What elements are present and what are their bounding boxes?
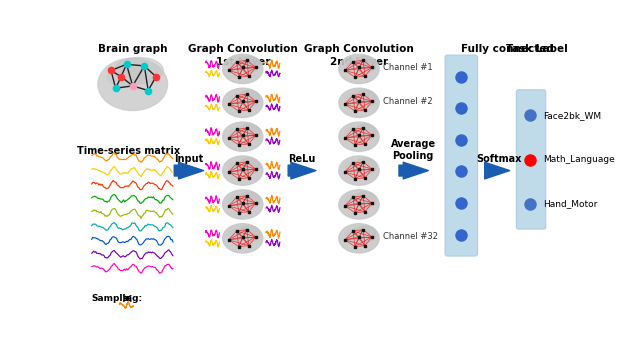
Ellipse shape	[339, 156, 379, 185]
Ellipse shape	[229, 127, 247, 140]
Ellipse shape	[223, 156, 263, 185]
Ellipse shape	[345, 60, 364, 72]
Text: ReLu: ReLu	[288, 154, 316, 164]
Text: Input: Input	[174, 154, 203, 164]
Text: Face2bk_WM: Face2bk_WM	[543, 111, 602, 120]
Text: Math_Language: Math_Language	[543, 155, 615, 164]
FancyBboxPatch shape	[445, 55, 477, 256]
Ellipse shape	[223, 122, 263, 151]
Text: Softmax: Softmax	[477, 154, 522, 164]
Text: Sampling:: Sampling:	[92, 294, 143, 303]
Ellipse shape	[339, 122, 379, 151]
Ellipse shape	[237, 192, 260, 208]
Ellipse shape	[339, 190, 379, 219]
Text: Channel #32: Channel #32	[383, 232, 438, 241]
Ellipse shape	[354, 192, 376, 208]
Ellipse shape	[339, 88, 379, 118]
Ellipse shape	[345, 93, 364, 106]
Ellipse shape	[223, 88, 263, 118]
Ellipse shape	[345, 127, 364, 140]
Text: Task Label: Task Label	[506, 43, 568, 54]
Text: Channel #2: Channel #2	[383, 97, 433, 106]
FancyBboxPatch shape	[516, 90, 546, 229]
Ellipse shape	[345, 195, 364, 208]
Ellipse shape	[237, 226, 260, 242]
Text: Channel #1: Channel #1	[383, 63, 433, 72]
Ellipse shape	[237, 124, 260, 140]
Ellipse shape	[108, 66, 142, 87]
Ellipse shape	[223, 54, 263, 84]
Ellipse shape	[354, 158, 376, 174]
Text: Hand_Motor: Hand_Motor	[543, 199, 598, 208]
Text: Average
Pooling: Average Pooling	[390, 139, 436, 161]
Text: Graph Convolution
1st Layer: Graph Convolution 1st Layer	[188, 43, 298, 67]
Text: Graph Convolution
2nd Layer: Graph Convolution 2nd Layer	[304, 43, 414, 67]
Text: Fully connected: Fully connected	[461, 43, 554, 54]
Ellipse shape	[237, 56, 260, 72]
Ellipse shape	[229, 229, 247, 242]
Ellipse shape	[229, 161, 247, 174]
Ellipse shape	[339, 54, 379, 84]
Ellipse shape	[223, 190, 263, 219]
Ellipse shape	[354, 226, 376, 242]
Text: Time-series matrix: Time-series matrix	[77, 146, 180, 156]
Ellipse shape	[237, 158, 260, 174]
Ellipse shape	[237, 90, 260, 106]
Ellipse shape	[115, 57, 163, 84]
Text: Brain graph: Brain graph	[98, 43, 168, 54]
Ellipse shape	[223, 224, 263, 253]
Ellipse shape	[229, 93, 247, 106]
Ellipse shape	[354, 56, 376, 72]
Ellipse shape	[339, 224, 379, 253]
Ellipse shape	[98, 58, 168, 111]
Ellipse shape	[345, 161, 364, 174]
Ellipse shape	[354, 124, 376, 140]
Ellipse shape	[345, 229, 364, 242]
Ellipse shape	[354, 90, 376, 106]
Ellipse shape	[229, 195, 247, 208]
Ellipse shape	[229, 60, 247, 72]
